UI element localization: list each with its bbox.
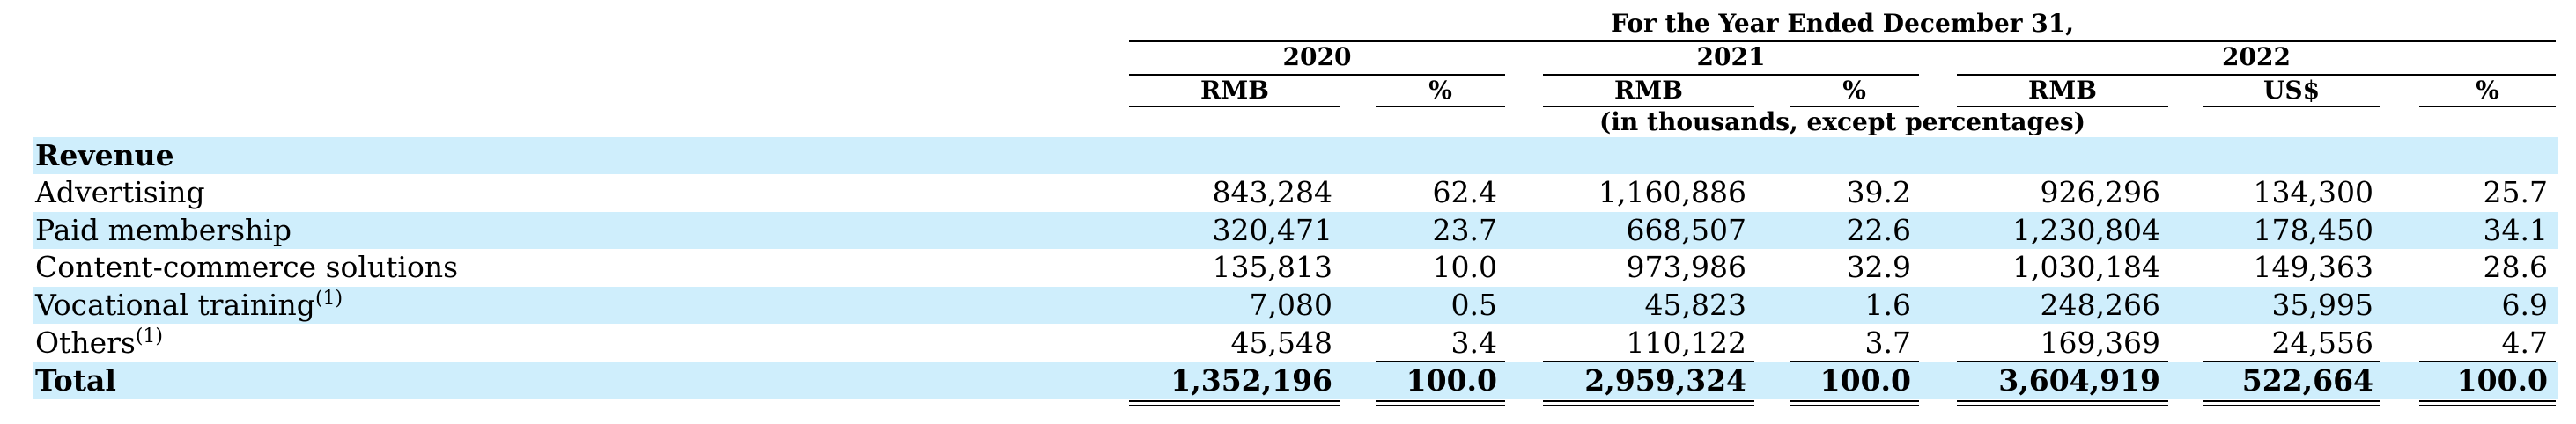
cell-value: 39.2 [1846, 175, 1911, 209]
year-2021: 2021 [1696, 42, 1766, 71]
total-double-rule [1957, 400, 2168, 406]
cell-value: 178,450 [2253, 213, 2373, 247]
row-label-vocational-training: Vocational training(1) [35, 288, 343, 322]
row-band-total [33, 362, 2558, 399]
cell-value: 6.9 [2501, 288, 2548, 322]
cell-value: 169,369 [2040, 325, 2160, 360]
unit-header: % [1428, 76, 1452, 105]
total-double-rule [2203, 400, 2380, 406]
year-rule-2020 [1129, 74, 1505, 76]
subtotal-rule [1376, 361, 1505, 362]
footnote-marker: (1) [135, 325, 163, 347]
total-value: 522,664 [2241, 363, 2373, 398]
total-value: 100.0 [1406, 363, 1497, 398]
cell-value: 926,296 [2040, 175, 2160, 209]
unit-rule [1129, 106, 1340, 107]
cell-value: 7,080 [1249, 288, 1332, 322]
unit-rule [2419, 106, 2556, 107]
cell-value: 45,548 [1230, 325, 1332, 360]
cell-value: 4.7 [2501, 325, 2548, 360]
cell-value: 3.7 [1864, 325, 1911, 360]
unit-header: US$ [2262, 76, 2321, 105]
cell-value: 248,266 [2040, 288, 2160, 322]
row-label-others: Others(1) [35, 325, 163, 360]
cell-value: 62.4 [1432, 175, 1497, 209]
year-rule-2021 [1543, 74, 1919, 76]
cell-value: 973,986 [1626, 250, 1746, 284]
cell-value: 1.6 [1864, 288, 1911, 322]
cell-value: 1,160,886 [1598, 175, 1746, 209]
cell-value: 320,471 [1212, 213, 1332, 247]
unit-rule [1376, 106, 1505, 107]
row-label-content-commerce: Content-commerce solutions [35, 250, 459, 284]
units-note: (in thousands, except percentages) [1599, 107, 2085, 136]
unit-rule [1790, 106, 1919, 107]
cell-value: 25.7 [2483, 175, 2548, 209]
row-label-paid-membership: Paid membership [35, 213, 292, 247]
cell-value: 1,230,804 [2012, 213, 2160, 247]
cell-value: 134,300 [2253, 175, 2373, 209]
cell-value: 35,995 [2271, 288, 2373, 322]
footnote-marker: (1) [314, 288, 343, 310]
period-rule [1129, 40, 2556, 42]
unit-rule [1543, 106, 1754, 107]
cell-value: 3.4 [1450, 325, 1497, 360]
section-title: Revenue [35, 138, 174, 172]
unit-header: RMB [1200, 76, 1269, 105]
subtotal-rule [2419, 361, 2556, 362]
total-double-rule [1543, 400, 1754, 406]
row-band-vocational [33, 287, 2558, 324]
cell-value: 32.9 [1846, 250, 1911, 284]
year-2020: 2020 [1282, 42, 1352, 71]
total-value: 3,604,919 [1998, 363, 2160, 398]
subtotal-rule [1957, 361, 2168, 362]
cell-value: 843,284 [1212, 175, 1332, 209]
cell-value: 22.6 [1846, 213, 1911, 247]
cell-value: 10.0 [1432, 250, 1497, 284]
row-band-paid-membership [33, 212, 2558, 249]
cell-value: 1,030,184 [2012, 250, 2160, 284]
row-band-revenue [33, 137, 2558, 174]
cell-value: 24,556 [2271, 325, 2373, 360]
cell-value: 45,823 [1644, 288, 1746, 322]
subtotal-rule [2203, 361, 2380, 362]
cell-value: 149,363 [2253, 250, 2373, 284]
period-title: For the Year Ended December 31, [1611, 9, 2074, 38]
unit-header: % [1842, 76, 1866, 105]
unit-header: RMB [2028, 76, 2097, 105]
subtotal-rule [1790, 361, 1919, 362]
unit-rule [2203, 106, 2380, 107]
unit-header: % [2476, 76, 2499, 105]
cell-value: 110,122 [1626, 325, 1746, 360]
cell-value: 668,507 [1626, 213, 1746, 247]
total-double-rule [1129, 400, 1340, 406]
year-rule-2022 [1957, 74, 2556, 76]
unit-rule [1957, 106, 2168, 107]
row-label-advertising: Advertising [35, 175, 205, 209]
year-2022: 2022 [2222, 42, 2291, 71]
cell-value: 28.6 [2483, 250, 2548, 284]
total-value: 2,959,324 [1584, 363, 1746, 398]
cell-value: 34.1 [2483, 213, 2548, 247]
total-value: 100.0 [1819, 363, 1911, 398]
subtotal-rule [1543, 361, 1754, 362]
cell-value: 135,813 [1212, 250, 1332, 284]
cell-value: 0.5 [1450, 288, 1497, 322]
total-double-rule [1376, 400, 1505, 406]
total-double-rule [1790, 400, 1919, 406]
unit-header: RMB [1614, 76, 1683, 105]
total-value: 100.0 [2456, 363, 2548, 398]
cell-value: 23.7 [1432, 213, 1497, 247]
row-label-total: Total [35, 363, 116, 398]
total-double-rule [2419, 400, 2556, 406]
total-value: 1,352,196 [1170, 363, 1332, 398]
